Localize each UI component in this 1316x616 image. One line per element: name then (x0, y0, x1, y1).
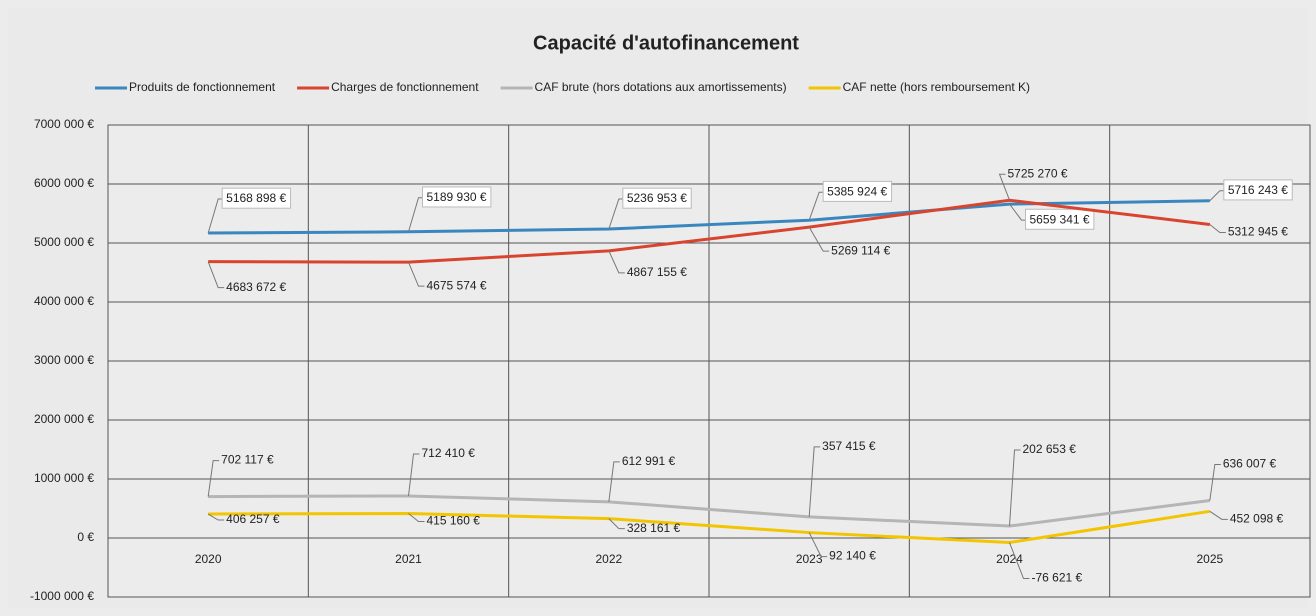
legend-label: CAF nette (hors remboursement K) (843, 80, 1030, 94)
label-box (622, 187, 692, 209)
leader-line (998, 173, 1010, 201)
data-label: 92 140 € (829, 549, 876, 563)
data-label: 4867 155 € (627, 265, 687, 279)
data-label: 357 415 € (822, 439, 876, 453)
leader-line (408, 453, 420, 497)
series-line (208, 198, 1211, 264)
label-box (822, 180, 893, 202)
data-label: 4683 672 € (226, 280, 286, 294)
x-tick-label: 2022 (595, 552, 622, 566)
data-label: -76 621 € (1032, 571, 1083, 585)
data-label: 5659 341 € (1030, 212, 1090, 226)
data-label: 5312 945 € (1228, 225, 1288, 239)
x-tick-label: 2020 (195, 552, 222, 566)
legend-label: Charges de fonctionnement (331, 80, 479, 94)
leader-line (1209, 463, 1221, 501)
leader-line (207, 513, 225, 521)
data-label: 5725 270 € (1008, 166, 1068, 180)
data-label: 5385 924 € (827, 184, 887, 198)
leader-line (1009, 542, 1030, 580)
data-label: 4675 574 € (427, 278, 487, 292)
legend-label: CAF brute (hors dotations aux amortissem… (535, 80, 787, 94)
leader-line (608, 461, 620, 502)
data-label: 406 257 € (226, 512, 280, 526)
data-label: 452 098 € (1230, 511, 1284, 525)
y-tick-label: 7000 000 € (34, 117, 94, 131)
y-tick-label: -1000 000 € (30, 589, 94, 603)
chart-title: Capacité d'autofinancement (533, 32, 799, 54)
leader-line (1209, 224, 1226, 234)
y-tick-label: 1000 000 € (34, 471, 94, 485)
y-tick-label: 0 € (77, 530, 94, 544)
leader-line (608, 518, 625, 530)
legend-label: Produits de fonctionnement (129, 80, 276, 94)
leader-line (808, 532, 828, 558)
data-label: 612 991 € (622, 454, 676, 468)
leader-line (1009, 449, 1021, 527)
leader-line (808, 226, 830, 252)
data-label: 5716 243 € (1228, 183, 1288, 197)
y-tick-label: 5000 000 € (34, 235, 94, 249)
x-tick-label: 2025 (1196, 552, 1223, 566)
series-line (208, 509, 1211, 545)
x-tick-label: 2024 (996, 552, 1023, 566)
leader-line (608, 250, 625, 274)
y-tick-label: 3000 000 € (34, 353, 94, 367)
y-tick-label: 6000 000 € (34, 176, 94, 190)
data-label: 712 410 € (422, 446, 476, 460)
x-tick-label: 2021 (395, 552, 422, 566)
data-label: 202 653 € (1023, 442, 1077, 456)
data-label: 5269 114 € (831, 243, 890, 257)
label-box (221, 187, 292, 209)
data-label: 5189 930 € (427, 190, 487, 204)
leader-line (808, 446, 821, 517)
x-tick-label: 2023 (796, 552, 823, 566)
data-label: 702 117 € (221, 453, 274, 467)
label-box (422, 186, 492, 208)
data-label: 415 160 € (427, 514, 481, 528)
leader-line (408, 513, 425, 523)
leader-line (408, 261, 425, 287)
data-label: 328 161 € (627, 521, 681, 535)
y-tick-label: 4000 000 € (34, 294, 94, 308)
leader-line (1209, 510, 1228, 520)
data-label: 636 007 € (1223, 457, 1277, 471)
data-label: 5168 898 € (226, 191, 286, 205)
leader-line (207, 460, 220, 497)
label-box (1223, 179, 1293, 201)
label-box (1025, 208, 1095, 230)
y-tick-label: 2000 000 € (34, 412, 94, 426)
leader-line (207, 261, 225, 289)
data-label: 5236 953 € (627, 191, 687, 205)
series-line (208, 494, 1211, 528)
